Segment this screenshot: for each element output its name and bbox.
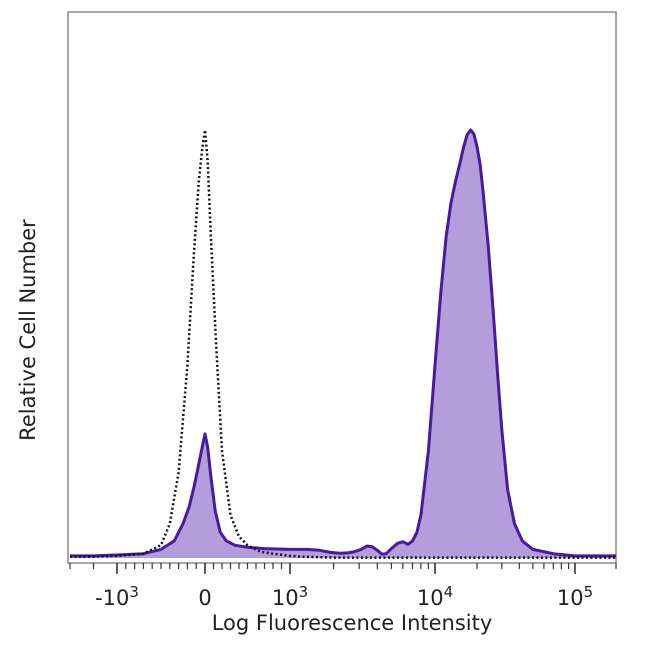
x-axis-title: Log Fluorescence Intensity — [212, 611, 493, 635]
x-tick-label: 103 — [272, 583, 308, 610]
sample-histogram-line — [70, 128, 616, 558]
control-histogram-line — [70, 129, 616, 559]
x-tick-label: 0 — [198, 586, 211, 610]
x-tick-label: 105 — [557, 583, 593, 610]
x-tick-label: -103 — [95, 583, 139, 610]
series-layer — [70, 128, 616, 559]
y-axis-title: Relative Cell Number — [16, 219, 40, 441]
plot-frame — [67, 11, 617, 564]
x-tick-label: 104 — [417, 583, 453, 610]
sample-histogram-fill — [70, 130, 616, 558]
x-ticks: -103 0 103 104 105 — [69, 563, 617, 610]
